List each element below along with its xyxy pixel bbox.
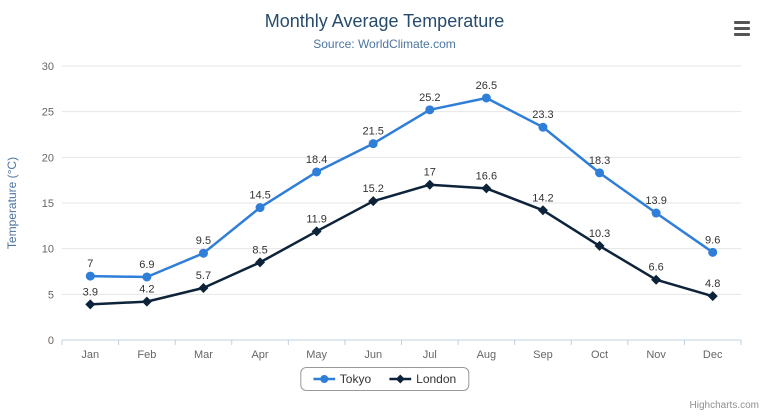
data-point-tokyo[interactable] [651,208,661,218]
data-point-london[interactable] [311,226,322,237]
data-label: 25.2 [419,92,440,104]
data-point-london[interactable] [255,257,266,268]
y-axis-label: 25 [42,107,54,119]
data-point-tokyo[interactable] [708,247,718,257]
data-point-tokyo[interactable] [481,93,491,103]
data-label: 9.6 [705,234,720,246]
data-point-london[interactable] [368,196,379,207]
data-label: 15.2 [362,183,383,195]
data-label: 10.3 [589,228,610,240]
x-axis-label: Feb [137,349,156,361]
data-label: 11.9 [306,213,327,225]
data-point-london[interactable] [141,296,152,307]
data-label: 18.4 [306,154,327,166]
data-point-tokyo[interactable] [425,105,435,115]
hamburger-icon [734,32,750,36]
series-line-london [89,183,714,306]
data-label: 4.2 [139,284,154,296]
chart-title: Monthly Average Temperature [264,11,505,31]
legend-circle-icon [312,375,335,383]
x-axis-label: Apr [251,349,268,361]
data-point-london[interactable] [424,179,435,190]
data-point-london[interactable] [651,274,662,285]
data-point-london[interactable] [85,299,96,310]
data-label: 23.3 [532,109,553,121]
y-axis-label: 0 [48,335,54,347]
data-label: 7 [87,258,93,270]
data-label: 14.5 [249,190,270,202]
legend-item-london[interactable]: London [389,372,456,386]
data-label: 6.6 [648,262,663,274]
data-label: 17 [424,167,436,179]
data-point-tokyo[interactable] [368,139,378,149]
data-point-tokyo[interactable] [142,272,152,282]
series-line-tokyo [89,96,714,279]
legend-label: London [416,372,457,386]
data-label: 4.8 [705,278,720,290]
x-axis-label: Mar [194,349,213,361]
data-label: 21.5 [362,126,383,138]
x-axis-label: Jul [423,349,437,361]
data-point-tokyo[interactable] [198,248,208,258]
data-point-london[interactable] [198,282,209,293]
y-axis-label: 20 [42,152,54,164]
data-point-london[interactable] [537,205,548,216]
x-axis-label: Jan [81,349,99,361]
data-label: 13.9 [645,195,666,207]
x-axis-label: Aug [477,349,497,361]
x-axis-label: Jun [364,349,382,361]
data-label: 16.6 [476,170,497,182]
y-axis-label: 30 [42,61,54,73]
data-point-tokyo[interactable] [255,203,265,213]
x-axis-label: Nov [646,349,666,361]
data-point-tokyo[interactable] [595,168,605,178]
data-label: 14.2 [532,192,553,204]
data-point-tokyo[interactable] [85,271,95,281]
data-point-tokyo[interactable] [312,167,322,177]
y-axis-title: Temperature (°C) [5,157,19,249]
y-axis-label: 10 [42,244,54,256]
chart-subtitle: Source: WorldClimate.com [313,37,456,51]
legend: Tokyo London [299,367,470,391]
y-axis-label: 5 [48,289,54,301]
export-menu-button[interactable] [729,16,757,40]
x-axis-label: Dec [703,349,723,361]
data-label: 18.3 [589,155,610,167]
y-axis-label: 15 [42,198,54,210]
data-label: 3.9 [83,286,98,298]
x-axis-label: May [306,349,327,361]
legend-label: Tokyo [339,372,372,386]
hamburger-icon [734,20,750,24]
legend-diamond-icon [389,374,412,384]
data-point-london[interactable] [594,240,605,251]
data-label: 26.5 [476,80,497,92]
credits-link[interactable]: Highcharts.com [689,400,759,411]
data-label: 5.7 [196,270,211,282]
legend-item-tokyo[interactable]: Tokyo [312,372,372,386]
data-label: 8.5 [252,244,267,256]
data-point-london[interactable] [481,183,492,194]
x-axis-label: Sep [533,349,553,361]
data-label: 9.5 [196,235,211,247]
hamburger-icon [734,26,750,30]
data-label: 6.9 [139,259,154,271]
data-point-tokyo[interactable] [538,122,548,132]
data-point-london[interactable] [707,291,718,302]
x-axis-label: Oct [591,349,608,361]
